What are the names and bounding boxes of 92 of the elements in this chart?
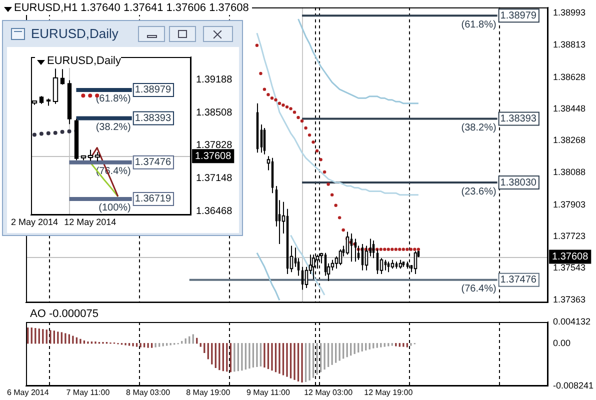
- chart-title: EURUSD,Daily: [31, 26, 118, 41]
- x-tick-label: 12 May 19:00: [364, 388, 414, 398]
- series-label: (23.6%): [461, 186, 496, 198]
- point: [315, 149, 319, 152]
- chart-title: AO -0.000075: [30, 308, 98, 321]
- ref-line-label: 1.37608: [195, 150, 232, 162]
- x-tick-label: 12 May 03:00: [304, 388, 354, 398]
- series-label: (100%): [98, 202, 131, 214]
- x-tick-label: 8 May 03:00: [126, 388, 171, 398]
- y-tick-label: 1.37148: [196, 173, 233, 184]
- data-label: 1.38979: [500, 10, 537, 22]
- x-tick-label: 6 May 2014: [6, 388, 50, 398]
- point: [312, 140, 315, 144]
- point: [338, 216, 342, 220]
- point: [334, 204, 338, 207]
- y-tick-label: 1.36468: [196, 206, 233, 217]
- y-tick-label: 1.37828: [196, 140, 233, 152]
- point: [413, 248, 416, 251]
- point: [402, 248, 406, 251]
- chart-title: EURUSD,H1 1.37640 1.37641 1.37606 1.37608: [2, 2, 252, 15]
- point: [322, 170, 326, 174]
- y-tick-label: -0.008241: [553, 380, 594, 390]
- point: [53, 130, 58, 135]
- y-tick-label: 1.38628: [553, 72, 586, 82]
- x-tick-label: 8 May 19:00: [186, 388, 231, 398]
- point: [262, 88, 266, 91]
- data-label: 1.38030: [500, 177, 537, 188]
- point: [285, 105, 289, 109]
- y-tick-label: 1.38993: [553, 8, 586, 18]
- point: [300, 119, 304, 123]
- ref-line-label: 1.37608: [552, 251, 589, 262]
- x-tick-label: 2 May 2014: [10, 216, 58, 227]
- y-tick-label: 1.38508: [196, 107, 233, 118]
- point: [39, 132, 44, 136]
- data-label: 1.36719: [134, 194, 172, 205]
- series-label: (38.2%): [461, 122, 496, 134]
- point: [274, 98, 278, 102]
- point: [278, 102, 282, 105]
- point: [304, 126, 308, 130]
- point: [292, 110, 296, 114]
- point: [416, 248, 420, 251]
- series-label: (61.8%): [96, 94, 131, 105]
- point: [270, 96, 274, 100]
- data-label: 1.38979: [134, 84, 172, 96]
- data-label: 1.37476: [500, 274, 537, 286]
- point: [398, 248, 402, 251]
- series-label: (38.2%): [96, 122, 131, 133]
- point: [326, 182, 330, 186]
- y-tick-label: 1.38268: [553, 135, 586, 146]
- y-tick-label: 1.37903: [553, 199, 586, 210]
- data-label: 1.37476: [134, 157, 172, 168]
- data-label: 1.38393: [134, 112, 172, 124]
- point: [255, 44, 259, 47]
- point: [296, 116, 300, 120]
- x-tick-label: 12 May 2014: [64, 216, 116, 227]
- data-label: 1.38393: [500, 113, 537, 124]
- point: [330, 193, 334, 196]
- y-tick-label: 1.37543: [553, 262, 586, 273]
- y-tick-label: 0.00: [553, 338, 571, 348]
- series-label: (76.4%): [461, 284, 496, 295]
- series-label: (61.8%): [461, 19, 496, 30]
- point: [409, 248, 413, 251]
- point: [67, 129, 72, 134]
- y-tick-label: 1.38813: [553, 39, 586, 50]
- point: [282, 104, 285, 107]
- candlestick: [60, 68, 65, 86]
- point: [60, 130, 64, 134]
- y-tick-label: 1.38088: [553, 166, 586, 177]
- y-tick-label: 1.39188: [196, 74, 233, 86]
- point: [379, 248, 382, 251]
- point: [386, 248, 390, 251]
- point: [319, 158, 322, 162]
- point: [390, 248, 394, 251]
- point: [32, 132, 36, 137]
- y-tick-label: 1.38448: [553, 104, 586, 114]
- point: [46, 131, 50, 136]
- point: [289, 107, 292, 110]
- x-tick-label: 9 May 11:00: [246, 388, 290, 398]
- chart-subtitle: EURUSD,Daily: [35, 55, 121, 68]
- y-tick-label: 1.37363: [553, 294, 586, 304]
- point: [342, 228, 345, 232]
- point: [394, 248, 398, 251]
- point: [383, 248, 386, 251]
- point: [308, 133, 312, 137]
- y-tick-label: 0.004132: [553, 316, 591, 326]
- point: [266, 93, 270, 96]
- point: [406, 248, 409, 251]
- x-tick-label: 7 May 11:00: [66, 388, 110, 398]
- point: [88, 94, 92, 98]
- point: [81, 94, 86, 98]
- y-tick-label: 1.37723: [553, 230, 586, 241]
- point: [259, 72, 262, 76]
